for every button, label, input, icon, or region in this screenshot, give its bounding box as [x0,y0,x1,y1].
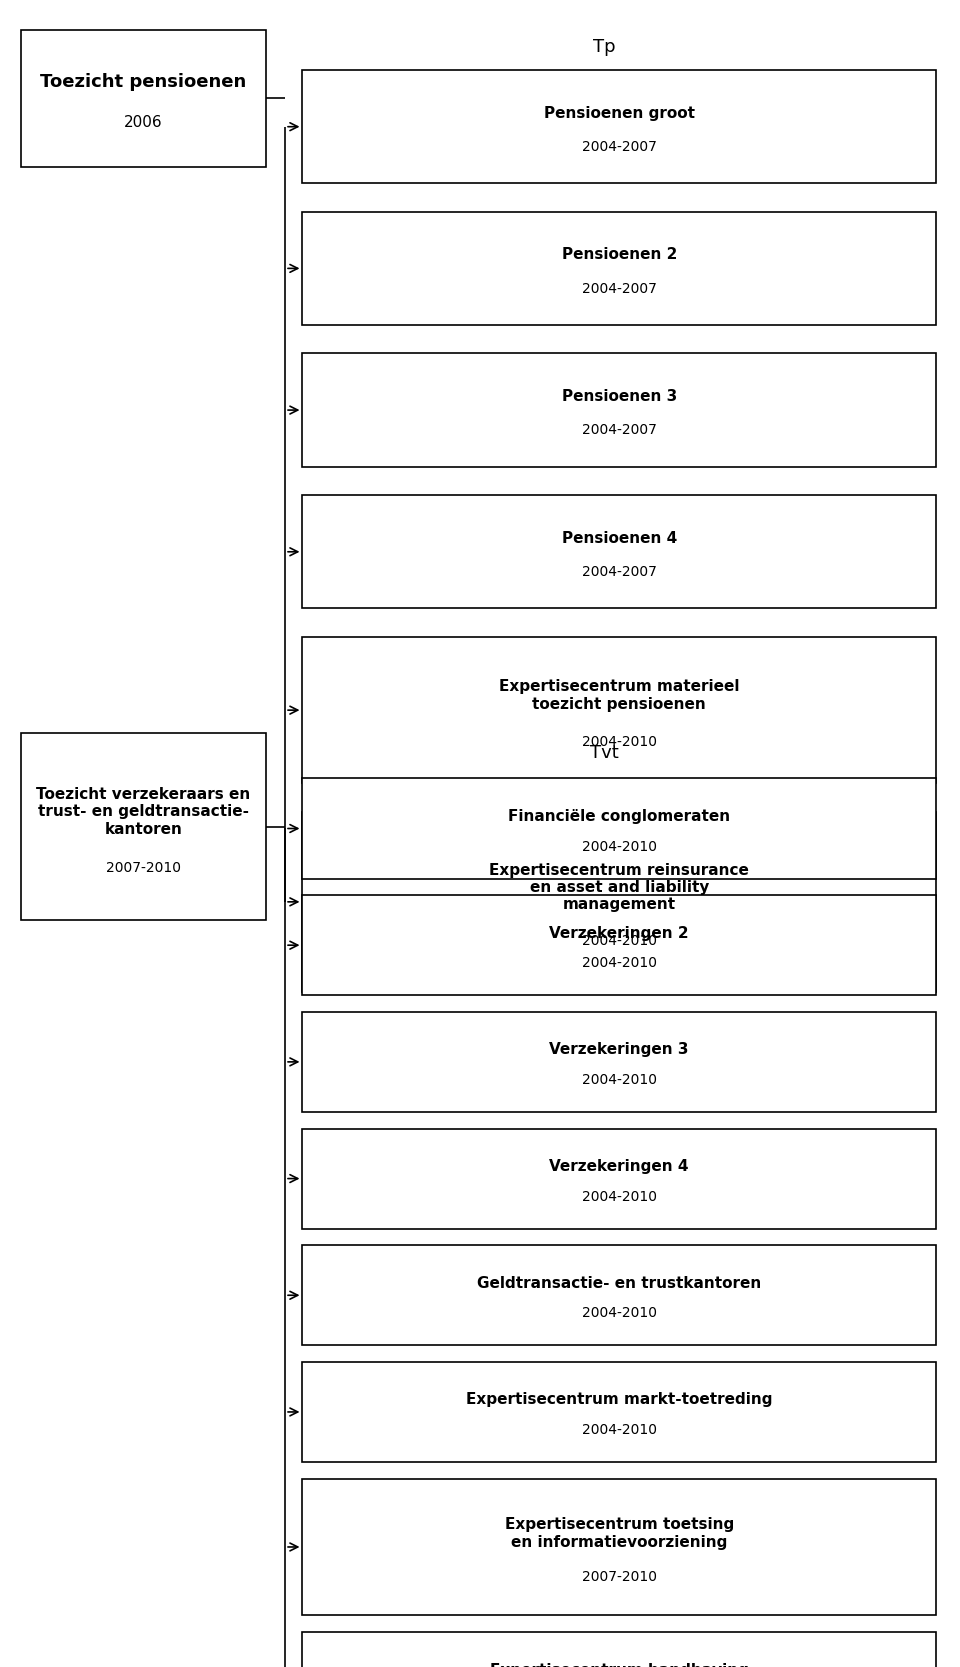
Text: 2004-2010: 2004-2010 [582,1307,657,1320]
Text: Pensioenen 2: Pensioenen 2 [562,247,677,262]
Text: Expertisecentrum markt­toetreding: Expertisecentrum markt­toetreding [466,1392,773,1407]
FancyBboxPatch shape [21,30,266,167]
Text: 2004-2010: 2004-2010 [582,1424,657,1437]
Text: Tp: Tp [593,38,616,55]
Text: Expertisecentrum toetsing
en informatievoorziening: Expertisecentrum toetsing en informatiev… [505,1517,733,1550]
Text: 2007-2010: 2007-2010 [582,1570,657,1584]
Text: 2004-2010: 2004-2010 [582,840,657,854]
Text: Financiële conglomeraten: Financiële conglomeraten [508,808,731,823]
Text: Tvt: Tvt [590,745,619,762]
Text: 2004-2010: 2004-2010 [582,735,657,750]
FancyBboxPatch shape [302,70,936,183]
Text: 2004-2010: 2004-2010 [582,1074,657,1087]
FancyBboxPatch shape [302,1479,936,1615]
FancyBboxPatch shape [302,353,936,467]
FancyBboxPatch shape [302,1129,936,1229]
FancyBboxPatch shape [302,212,936,325]
Text: Verzekeringen 3: Verzekeringen 3 [549,1042,689,1057]
FancyBboxPatch shape [302,812,936,992]
Text: 2004-2007: 2004-2007 [582,140,657,153]
Text: 2004-2007: 2004-2007 [582,423,657,437]
FancyBboxPatch shape [302,778,936,879]
Text: Expertisecentrum handhaving: Expertisecentrum handhaving [490,1662,749,1667]
Text: 2004-2010: 2004-2010 [582,935,657,949]
FancyBboxPatch shape [302,1245,936,1345]
Text: 2004-2010: 2004-2010 [582,957,657,970]
Text: Geldtransactie- en trustkantoren: Geldtransactie- en trustkantoren [477,1275,761,1290]
Text: 2004-2007: 2004-2007 [582,565,657,578]
Text: Verzekeringen 2: Verzekeringen 2 [549,925,689,940]
Text: 2004-2007: 2004-2007 [582,282,657,295]
FancyBboxPatch shape [302,1362,936,1462]
FancyBboxPatch shape [302,637,936,783]
Text: Expertisecentrum materieel
toezicht pensioenen: Expertisecentrum materieel toezicht pens… [499,678,739,712]
Text: Pensioenen 3: Pensioenen 3 [562,388,677,403]
FancyBboxPatch shape [302,1632,936,1667]
Text: 2007-2010: 2007-2010 [106,860,181,875]
FancyBboxPatch shape [302,495,936,608]
Text: Pensioenen 4: Pensioenen 4 [562,530,677,545]
Text: Expertisecentrum reinsurance
en asset and liability
management: Expertisecentrum reinsurance en asset an… [490,862,749,912]
FancyBboxPatch shape [21,733,266,920]
Text: Toezicht verzekeraars en
trust- en geldtransactie-
kantoren: Toezicht verzekeraars en trust- en geldt… [36,787,251,837]
Text: 2004-2010: 2004-2010 [582,1190,657,1204]
Text: Verzekeringen 4: Verzekeringen 4 [549,1159,689,1174]
Text: Pensioenen groot: Pensioenen groot [543,105,695,120]
FancyBboxPatch shape [302,895,936,995]
Text: Toezicht pensioenen: Toezicht pensioenen [40,73,247,92]
Text: 2006: 2006 [124,115,163,130]
FancyBboxPatch shape [302,1012,936,1112]
